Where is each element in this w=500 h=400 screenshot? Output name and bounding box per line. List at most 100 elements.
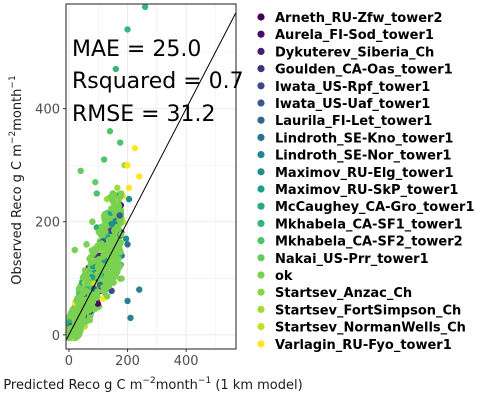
point-Lindroth_SE-Nor_tower1 (127, 314, 134, 322)
rmse-annotation: RMSE = 31.2 (72, 102, 216, 127)
point-cluster (89, 298, 97, 306)
point-cluster (108, 287, 115, 295)
point-cluster (117, 239, 124, 246)
axis-ticks: 0 200 400 0 200 400 (35, 103, 198, 369)
point-cluster (84, 280, 91, 287)
point-Mkhabela_CA-SF2_tower2 (106, 128, 114, 135)
point-cluster (100, 244, 107, 251)
legend: Arneth_RU-Zfw_tower2 Aurela_FI-Sod_tower1… (257, 11, 475, 353)
point-Lindroth_SE-Nor_tower1 (136, 286, 143, 293)
point-cluster (75, 296, 82, 303)
legend-key-Startsev_NormanWells_Ch (257, 323, 265, 331)
point-Mkhabela_CA-SF2_tower2 (93, 190, 100, 197)
legend-label: Lindroth_SE-Nor_tower1 (275, 149, 451, 164)
point-Maximov_RU-Elg_tower1 (122, 235, 130, 242)
point-cluster (90, 280, 97, 288)
point-cluster (115, 255, 122, 262)
legend-key-Aurela_FI-Sod_tower1 (257, 30, 265, 38)
point-Mkhabela_CA-SF1_tower1 (112, 65, 120, 73)
legend-label: Dykuterev_Siberia_Ch (275, 45, 434, 60)
legend-key-Mkhabela_CA-SF2_tower2 (257, 237, 265, 245)
mae-annotation: MAE = 25.0 (72, 37, 201, 62)
legend-label: Startsev_NormanWells_Ch (275, 321, 466, 336)
legend-label: Startsev_FortSimpson_Ch (275, 303, 461, 318)
point-cluster (99, 287, 107, 295)
point-cluster (117, 275, 124, 282)
point-Mkhabela_CA-SF1_tower1 (141, 3, 149, 11)
point-cluster (80, 286, 88, 294)
point-cluster (118, 190, 125, 197)
point-cluster (101, 216, 108, 223)
legend-label: Maximov_RU-Elg_tower1 (275, 166, 454, 181)
legend-label: Iwata_US-Uaf_tower1 (275, 97, 430, 112)
point-cluster (70, 332, 78, 339)
point-Startsev_FortSimpson_Ch (114, 184, 121, 192)
legend-key-ok (257, 271, 265, 279)
one-to-one-line (65, 12, 237, 341)
legend-label: Nakai_US-Prr_tower1 (275, 252, 429, 267)
legend-key-Varlagin_RU-Fyo_tower1 (257, 340, 265, 348)
legend-key-Mkhabela_CA-SF1_tower1 (257, 219, 265, 227)
legend-key-Maximov_RU-Elg_tower1 (257, 168, 265, 176)
point-cluster (94, 288, 101, 295)
legend-label: Mkhabela_CA-SF2_tower2 (275, 235, 463, 250)
x-tick-label: 0 (65, 354, 73, 369)
legend-key-Maximov_RU-SkP_tower1 (257, 185, 265, 193)
point-cluster (106, 277, 114, 285)
legend-key-Lindroth_SE-Kno_tower1 (257, 133, 265, 141)
point-Maximov_RU-Elg_tower1 (125, 195, 133, 203)
legend-label: Arneth_RU-Zfw_tower2 (275, 11, 443, 26)
legend-label: Goulden_CA-Oas_tower1 (275, 63, 453, 78)
point-cluster (77, 322, 85, 329)
point-cluster (94, 300, 102, 307)
point-Lindroth_SE-Kno_tower1 (124, 241, 131, 248)
data-points (65, 3, 149, 341)
point-cluster (84, 307, 91, 315)
point-Varlagin_RU-Fyo_tower1 (131, 145, 139, 152)
point-cluster (92, 257, 99, 265)
point-Varlagin_RU-Fyo_tower1 (124, 161, 131, 169)
legend-label: Aurela_FI-Sod_tower1 (275, 28, 434, 43)
y-tick-label: 200 (35, 216, 60, 231)
legend-key-Lindroth_SE-Nor_tower1 (257, 151, 265, 159)
legend-label: Laurila_FI-Let_tower1 (275, 114, 432, 129)
point-cluster (70, 306, 77, 314)
point-cluster (117, 248, 124, 256)
gridlines (66, 4, 236, 349)
point-Nakai_US-Prr_tower1 (92, 178, 99, 186)
point-cluster (116, 212, 123, 219)
point-cluster (117, 219, 124, 227)
point-cluster (75, 304, 82, 312)
y-axis-title: Observed Reco g C m−2month−1 (8, 75, 25, 284)
point-cluster (81, 267, 89, 274)
x-axis-title: Predicted Reco g C m−2month−1 (1 km mode… (3, 376, 302, 393)
legend-key-Startsev_FortSimpson_Ch (257, 305, 265, 313)
y-tick-label: 400 (35, 103, 60, 118)
point-ok (89, 218, 96, 225)
point-cluster (66, 312, 74, 320)
point-cluster (100, 252, 107, 260)
point-cluster (108, 237, 116, 245)
point-cluster (94, 263, 102, 270)
legend-key-Dykuterev_Siberia_Ch (257, 47, 265, 56)
plot-panel-border (65, 3, 237, 350)
legend-label: ok (275, 269, 293, 284)
point-cluster (98, 223, 105, 230)
y-tick-label: 0 (52, 329, 60, 344)
point-Mkhabela_CA-SF2_tower2 (117, 139, 124, 146)
point-cluster (108, 261, 115, 268)
point-Varlagin_RU-Fyo_tower1 (136, 173, 143, 180)
rsquared-annotation: Rsquared = 0.7 (72, 69, 244, 94)
legend-key-Startsev_Anzac_Ch (257, 288, 265, 296)
legend-label: Maximov_RU-SkP_tower1 (275, 183, 458, 198)
point-Lindroth_SE-Nor_tower1 (124, 297, 131, 305)
point-cluster (111, 266, 118, 274)
legend-label: Iwata_US-Rpf_tower1 (275, 80, 430, 95)
point-cluster (99, 231, 107, 239)
x-tick-label: 400 (174, 354, 199, 369)
point-Mkhabela_CA-SF2_tower2 (100, 156, 108, 163)
point-Mkhabela_CA-SF1_tower1 (124, 26, 131, 33)
point-ok (71, 246, 78, 254)
point-cluster (115, 225, 122, 232)
